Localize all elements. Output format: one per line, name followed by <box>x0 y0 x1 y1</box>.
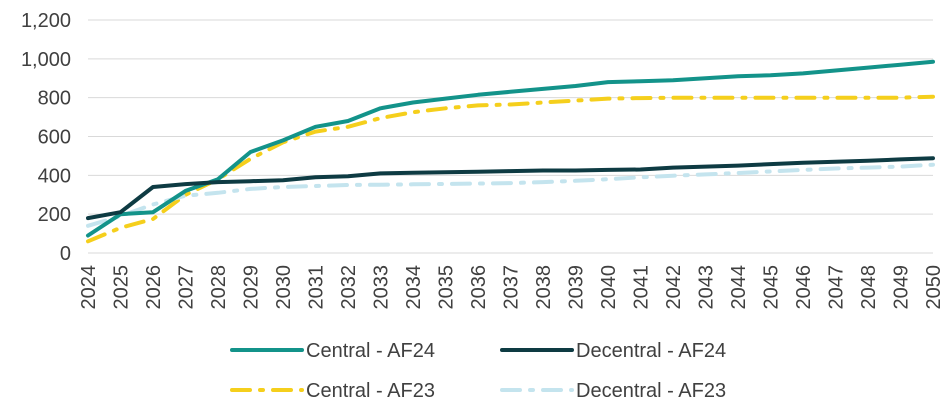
x-tick-label: 2043 <box>696 265 718 310</box>
series-lines <box>86 59 935 244</box>
legend-label: Decentral - AF24 <box>576 340 726 362</box>
series-line <box>86 156 935 221</box>
x-tick-label: 2040 <box>598 265 620 310</box>
y-tick-label: 0 <box>60 243 71 265</box>
x-tick-label: 2049 <box>891 265 913 310</box>
x-tick-label: 2050 <box>923 265 941 310</box>
grid-lines <box>88 19 933 254</box>
y-tick-label: 800 <box>38 88 71 110</box>
legend: Central - AF24 Decentral - AF24 Central - … <box>230 340 726 402</box>
legend-label: Decentral - AF23 <box>576 380 726 402</box>
x-tick-label: 2042 <box>663 265 685 310</box>
y-tick-label: 600 <box>38 127 71 149</box>
y-tick-label: 1,200 <box>21 10 71 32</box>
x-tick-label: 2044 <box>728 265 750 310</box>
x-tick-label: 2024 <box>78 265 100 310</box>
x-axis: 2024 2025 2026 2027 2028 2029 2030 2031 2032 2033… <box>78 265 941 310</box>
x-tick-label: 2032 <box>338 265 360 310</box>
legend-label: Central - AF23 <box>306 380 435 402</box>
y-tick-label: 400 <box>38 165 71 187</box>
x-tick-label: 2026 <box>143 265 165 310</box>
y-tick-label: 1,000 <box>21 49 71 71</box>
x-tick-label: 2045 <box>761 265 783 310</box>
x-tick-label: 2046 <box>793 265 815 310</box>
x-tick-label: 2036 <box>468 265 490 310</box>
x-tick-label: 2038 <box>533 265 555 310</box>
x-tick-label: 2048 <box>858 265 880 310</box>
x-tick-label: 2031 <box>306 265 328 310</box>
legend-label: Central - AF24 <box>306 340 435 362</box>
x-tick-label: 2030 <box>273 265 295 310</box>
x-tick-label: 2034 <box>403 265 425 310</box>
x-tick-label: 2033 <box>371 265 393 310</box>
x-tick-label: 2039 <box>566 265 588 310</box>
x-tick-label: 2025 <box>111 265 133 310</box>
x-tick-label: 2041 <box>631 265 653 310</box>
y-axis: 0 200 400 600 800 1,000 1,200 <box>21 10 71 265</box>
x-tick-label: 2028 <box>208 265 230 310</box>
x-tick-label: 2047 <box>826 265 848 310</box>
series-line <box>86 162 935 228</box>
x-tick-label: 2035 <box>436 265 458 310</box>
x-tick-label: 2037 <box>501 265 523 310</box>
x-tick-label: 2027 <box>176 265 198 310</box>
series-line <box>86 59 935 238</box>
series-line <box>86 94 935 244</box>
x-tick-label: 2029 <box>241 265 263 310</box>
y-tick-label: 200 <box>38 204 71 226</box>
